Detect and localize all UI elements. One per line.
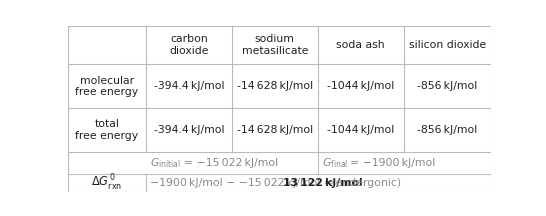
Text: = −15 022 kJ/mol: = −15 022 kJ/mol (185, 158, 278, 168)
Text: soda ash: soda ash (336, 40, 385, 50)
Text: -394.4 kJ/mol: -394.4 kJ/mol (153, 81, 224, 91)
Text: -14 628 kJ/mol: -14 628 kJ/mol (237, 125, 313, 135)
Text: -856 kJ/mol: -856 kJ/mol (418, 125, 478, 135)
Text: silicon dioxide: silicon dioxide (409, 40, 486, 50)
Text: total
free energy: total free energy (75, 119, 139, 141)
Text: 13 122 kJ/mol: 13 122 kJ/mol (283, 178, 363, 188)
Text: -394.4 kJ/mol: -394.4 kJ/mol (153, 125, 224, 135)
Text: sodium
metasilicate: sodium metasilicate (241, 34, 308, 56)
Text: -1044 kJ/mol: -1044 kJ/mol (327, 81, 394, 91)
Text: $\Delta G^{\,0}_{\rm rxn}$: $\Delta G^{\,0}_{\rm rxn}$ (91, 173, 123, 193)
Text: $G_{\rm initial}$: $G_{\rm initial}$ (150, 156, 181, 170)
Text: $G_{\rm final}$: $G_{\rm final}$ (323, 156, 349, 170)
Text: (endergonic): (endergonic) (328, 178, 401, 188)
Text: -856 kJ/mol: -856 kJ/mol (418, 81, 478, 91)
Text: -1044 kJ/mol: -1044 kJ/mol (327, 125, 394, 135)
Text: carbon
dioxide: carbon dioxide (169, 34, 209, 56)
Text: molecular
free energy: molecular free energy (75, 76, 139, 97)
Text: −1900 kJ/mol − −15 022 kJ/mol =: −1900 kJ/mol − −15 022 kJ/mol = (150, 178, 336, 188)
Text: = −1900 kJ/mol: = −1900 kJ/mol (351, 158, 436, 168)
Text: -14 628 kJ/mol: -14 628 kJ/mol (237, 81, 313, 91)
